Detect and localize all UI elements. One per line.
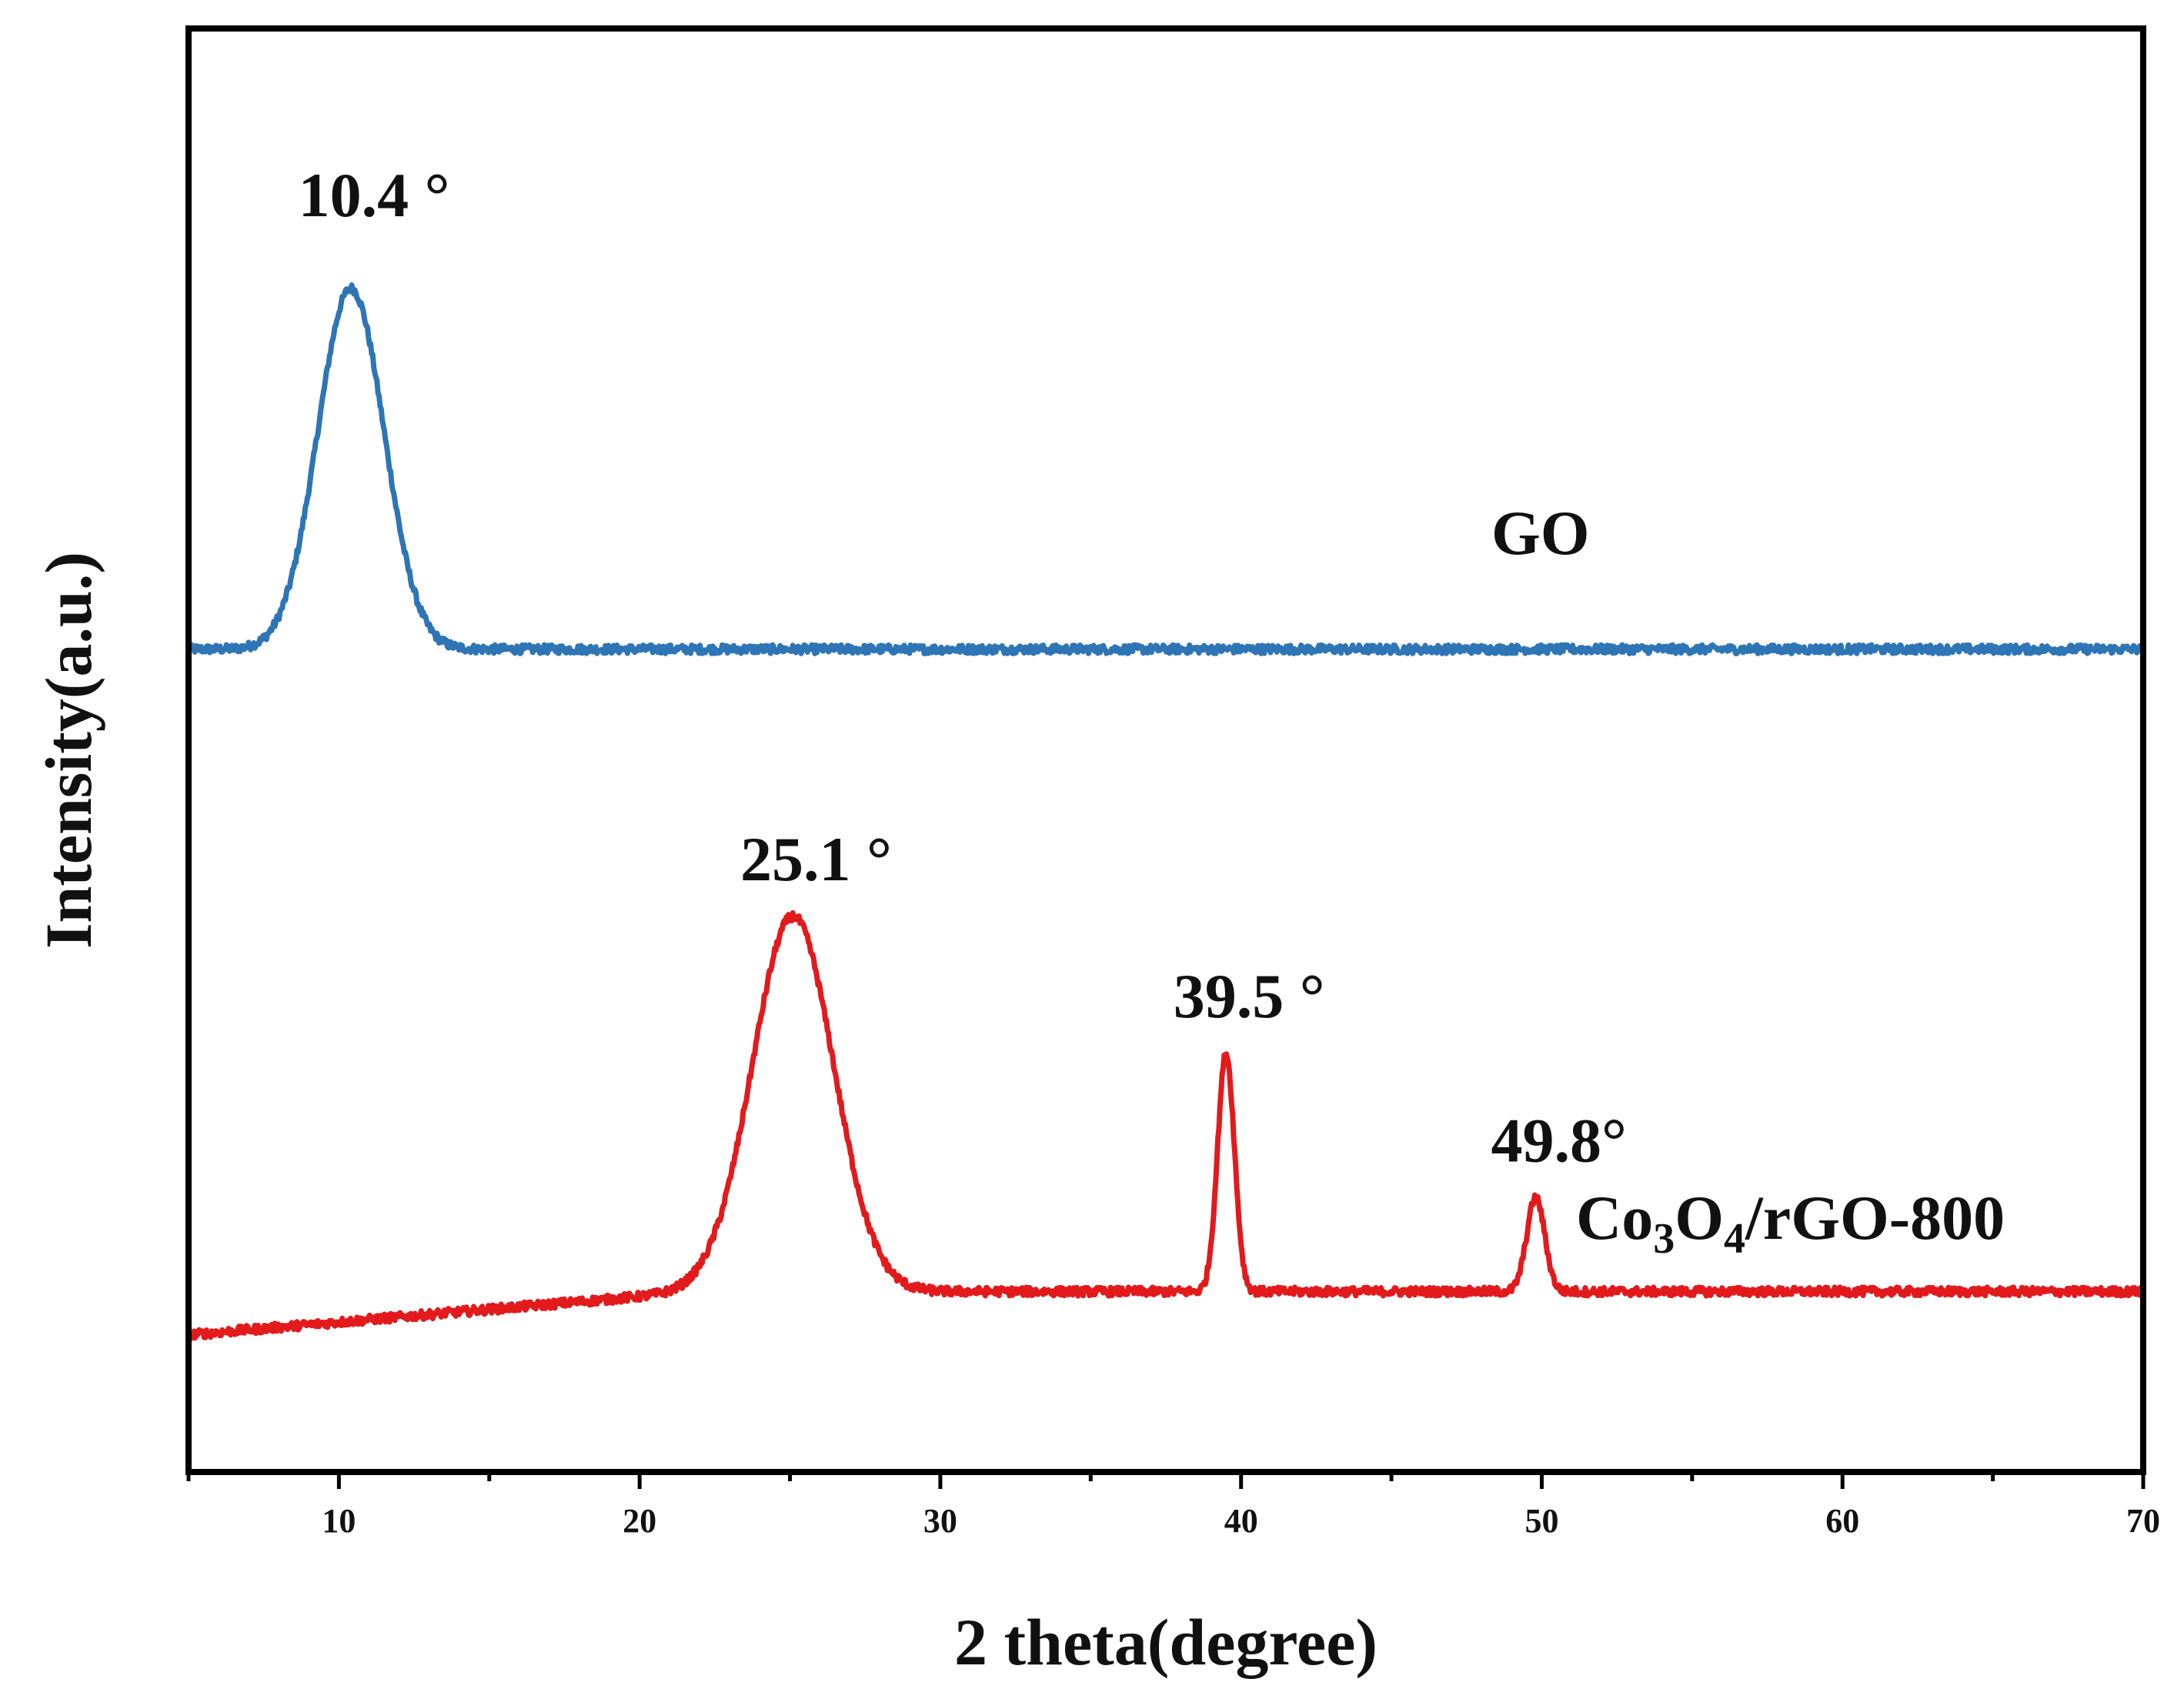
peak-annotation: 39.5 ° [1174, 961, 1325, 1031]
series-label-rgo-800: /rGO-800 [1745, 1183, 2005, 1253]
series-layer [185, 282, 2146, 1342]
series-label-sub-4: 4 [1724, 1215, 1745, 1263]
x-tick-label: 40 [1224, 1502, 1258, 1540]
x-tick-label: 10 [322, 1502, 356, 1540]
x-tick-label: 30 [923, 1502, 957, 1540]
x-axis-title: 2 theta(degree) [954, 1605, 1378, 1679]
series-label-go: GO [1491, 498, 1590, 568]
peak-annotation: 10.4 ° [299, 160, 450, 230]
peak-annotation: 25.1 ° [740, 824, 892, 894]
peak-annotation: 49.8° [1491, 1106, 1626, 1176]
series-label-o: O [1675, 1183, 1724, 1253]
series-line-co3o4-rgo [185, 910, 2146, 1342]
series-label-sub-3: 3 [1653, 1215, 1675, 1263]
annotation-layer: 10.4 ° 25.1 ° 39.5 ° 49.8° [299, 160, 1627, 1176]
x-axis: 10 20 30 40 50 60 70 [186, 1472, 2160, 1540]
series-label-co: Co [1576, 1183, 1653, 1253]
y-axis-title: Intensity(a.u.) [32, 552, 105, 949]
x-tick-label: 60 [1825, 1502, 1859, 1540]
x-tick-label: 20 [623, 1502, 656, 1540]
x-tick-label: 70 [2126, 1502, 2160, 1540]
series-line-go [185, 282, 2146, 656]
series-label-co3o4-rgo: Co3O4/rGO-800 [1576, 1183, 2005, 1263]
plot-frame [185, 25, 2146, 1475]
x-tick-label: 50 [1524, 1502, 1558, 1540]
